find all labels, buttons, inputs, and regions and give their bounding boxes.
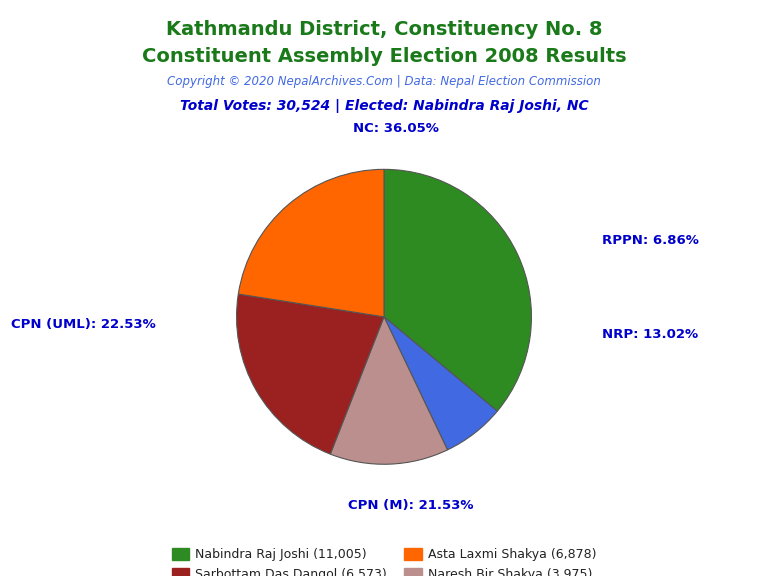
Text: Copyright © 2020 NepalArchives.Com | Data: Nepal Election Commission: Copyright © 2020 NepalArchives.Com | Dat… (167, 75, 601, 88)
Wedge shape (237, 294, 384, 454)
Wedge shape (384, 169, 531, 411)
Text: CPN (UML): 22.53%: CPN (UML): 22.53% (11, 318, 155, 331)
Legend: Nabindra Raj Joshi (11,005), Sarbottam Das Dangol (6,573), Bikram Bahadur Thapa : Nabindra Raj Joshi (11,005), Sarbottam D… (167, 543, 601, 576)
Wedge shape (238, 169, 384, 317)
Text: NC: 36.05%: NC: 36.05% (353, 122, 439, 135)
Text: Constituent Assembly Election 2008 Results: Constituent Assembly Election 2008 Resul… (141, 47, 627, 66)
Wedge shape (330, 317, 448, 464)
Text: Kathmandu District, Constituency No. 8: Kathmandu District, Constituency No. 8 (166, 20, 602, 39)
Text: RPPN: 6.86%: RPPN: 6.86% (602, 234, 699, 247)
Text: Total Votes: 30,524 | Elected: Nabindra Raj Joshi, NC: Total Votes: 30,524 | Elected: Nabindra … (180, 99, 588, 113)
Wedge shape (384, 317, 498, 450)
Text: NRP: 13.02%: NRP: 13.02% (602, 328, 698, 341)
Text: CPN (M): 21.53%: CPN (M): 21.53% (348, 499, 473, 512)
